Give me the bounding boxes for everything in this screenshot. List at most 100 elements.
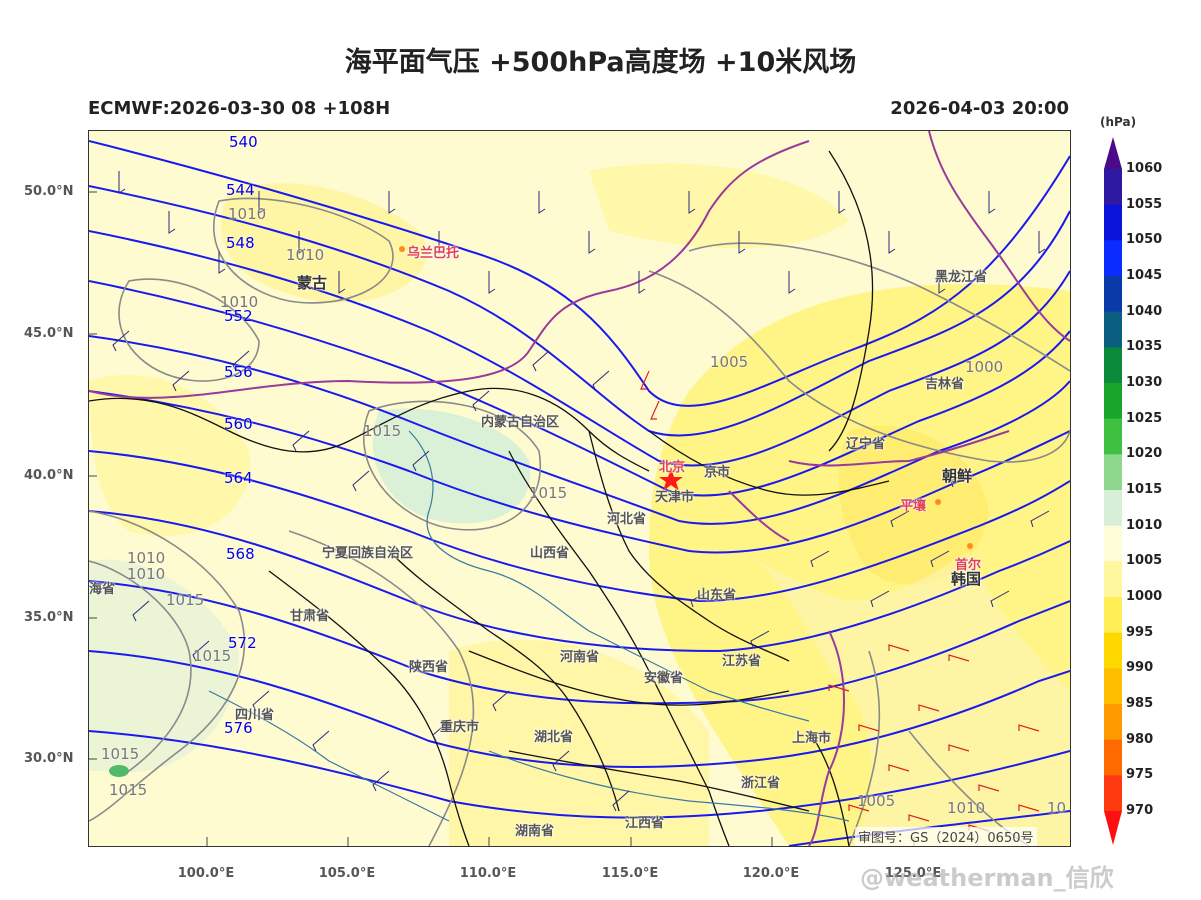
ulaanbaatar-dot	[399, 246, 405, 252]
colorbar-label: 1010	[1126, 517, 1163, 533]
label-anhui: 安徽省	[644, 671, 684, 686]
label-hunan: 湖南省	[515, 824, 555, 839]
label-shandong: 山东省	[697, 588, 737, 603]
colorbar-label: 1025	[1126, 410, 1163, 426]
isobar-label: 1005	[710, 353, 749, 371]
shade-1015-southwest	[89, 559, 239, 773]
label-chongqing: 重庆市	[440, 720, 480, 735]
lon-label-100: 100.0°E	[177, 866, 235, 881]
isobar-label: 1010	[286, 246, 325, 264]
colorbar-segment	[1104, 704, 1122, 741]
label-henan: 河南省	[560, 650, 600, 665]
height-label-576: 576	[224, 719, 253, 737]
colorbar-label: 980	[1126, 731, 1154, 747]
colorbar-segment	[1104, 739, 1122, 776]
colorbar-segment	[1104, 632, 1122, 669]
label-beijing: 北京	[659, 460, 686, 475]
label-tianjin: 天津市	[655, 490, 695, 505]
colorbar-label: 1045	[1126, 268, 1163, 283]
colorbar-segment	[1104, 525, 1122, 562]
colorbar-label: 985	[1126, 696, 1154, 711]
height-label-560: 560	[224, 415, 253, 433]
label-sichuan: 四川省	[235, 708, 275, 723]
model-run-label: ECMWF:2026-03-30 08 +108H	[88, 98, 391, 119]
colorbar-segment	[1104, 169, 1122, 206]
colorbar-unit: (hPa)	[1100, 115, 1137, 129]
lon-label-105: 105.0°E	[318, 866, 376, 881]
colorbar-segment	[1104, 240, 1122, 277]
label-hubei: 湖北省	[534, 730, 574, 745]
label-liaoning: 辽宁省	[846, 437, 886, 452]
label-pyongyang: 平壤	[900, 499, 927, 514]
wind-barbs	[112, 171, 1050, 812]
isobar-label: 1015	[101, 745, 140, 763]
colorbar-label: 1005	[1126, 553, 1163, 569]
label-shaanxi: 陕西省	[409, 660, 449, 675]
colorbar-label: 990	[1126, 660, 1154, 676]
height-label-548: 548	[226, 234, 255, 252]
height-label-540: 540	[229, 133, 258, 151]
colorbar-segment	[1104, 204, 1122, 241]
colorbar-bottom-arrow	[1104, 811, 1122, 845]
map-panel: 540 544 548 552 556 560 564 568 572 576 …	[88, 130, 1071, 847]
height-label-556: 556	[224, 363, 253, 381]
lat-label-35: 35.0°N	[24, 610, 74, 625]
isobar-label: 1010	[947, 799, 986, 817]
label-ningxia: 宁夏回族自治区	[322, 546, 414, 561]
colorbar-label: 1055	[1126, 196, 1163, 212]
isobar-label: 1015	[109, 781, 148, 799]
colorbar-label: 1050	[1126, 232, 1163, 248]
lon-label-120: 120.0°E	[742, 866, 800, 881]
label-south-korea: 韩国	[951, 570, 982, 588]
shade-1015-basin	[372, 408, 531, 524]
height-label-568: 568	[226, 545, 255, 563]
isobar-label: 1015	[193, 647, 232, 665]
colorbar-segment	[1104, 383, 1122, 420]
colorbar-label: 1015	[1126, 482, 1163, 497]
colorbar-segment	[1104, 418, 1122, 455]
lon-label-115: 115.0°E	[601, 866, 659, 881]
shade-1005-west	[89, 374, 251, 537]
label-jiangxi: 江西省	[625, 816, 665, 831]
isobar-label: 1005	[857, 792, 896, 810]
colorbar-segment	[1104, 490, 1122, 527]
colorbar-label: 995	[1126, 624, 1154, 640]
label-shanghai: 上海市	[792, 731, 832, 746]
colorbar-segment	[1104, 311, 1122, 348]
colorbar-label: 1060	[1126, 161, 1163, 176]
colorbar-label: 1040	[1126, 303, 1163, 319]
pyongyang-dot	[935, 499, 941, 505]
label-gansu: 甘肃省	[290, 609, 330, 624]
colorbar-label: 1035	[1126, 339, 1163, 355]
label-jilin: 吉林省	[925, 377, 965, 392]
colorbar-segment	[1104, 561, 1122, 598]
colorbar-segment	[1104, 347, 1122, 384]
shade-1005-mongolia	[221, 183, 427, 303]
isobar-label: 1010	[127, 565, 166, 583]
valid-time-label: 2026-04-03 20:00	[890, 98, 1069, 119]
isobar-label: 1000	[965, 358, 1004, 376]
seoul-dot	[967, 543, 973, 549]
lon-label-125: 125.0°E	[884, 866, 942, 881]
map-graphics	[89, 131, 1070, 846]
label-heilongjiang: 黑龙江省	[935, 270, 988, 285]
colorbar-label: 1020	[1126, 446, 1163, 462]
colorbar-segment	[1104, 668, 1122, 705]
beijing-star	[659, 468, 683, 491]
colorbar-segment	[1104, 597, 1122, 634]
label-jiangsu: 江苏省	[722, 654, 762, 669]
label-mongolia: 蒙古	[297, 274, 328, 292]
label-seoul: 首尔	[955, 558, 982, 573]
isobar-label: 10	[1047, 799, 1067, 817]
isobar-label: 1010	[228, 205, 267, 223]
lon-label-110: 110.0°E	[459, 866, 517, 881]
label-qinghai-part: 海省	[89, 582, 116, 597]
isobar-label: 1015	[166, 591, 205, 609]
colorbar-segment	[1104, 276, 1122, 313]
label-tianjin-part: 京市	[704, 465, 731, 480]
label-zhejiang: 浙江省	[741, 776, 781, 791]
height-label-552: 552	[224, 307, 253, 325]
height-label-544: 544	[226, 181, 255, 199]
colorbar-top-arrow	[1104, 137, 1122, 169]
label-hebei: 河北省	[607, 512, 647, 527]
